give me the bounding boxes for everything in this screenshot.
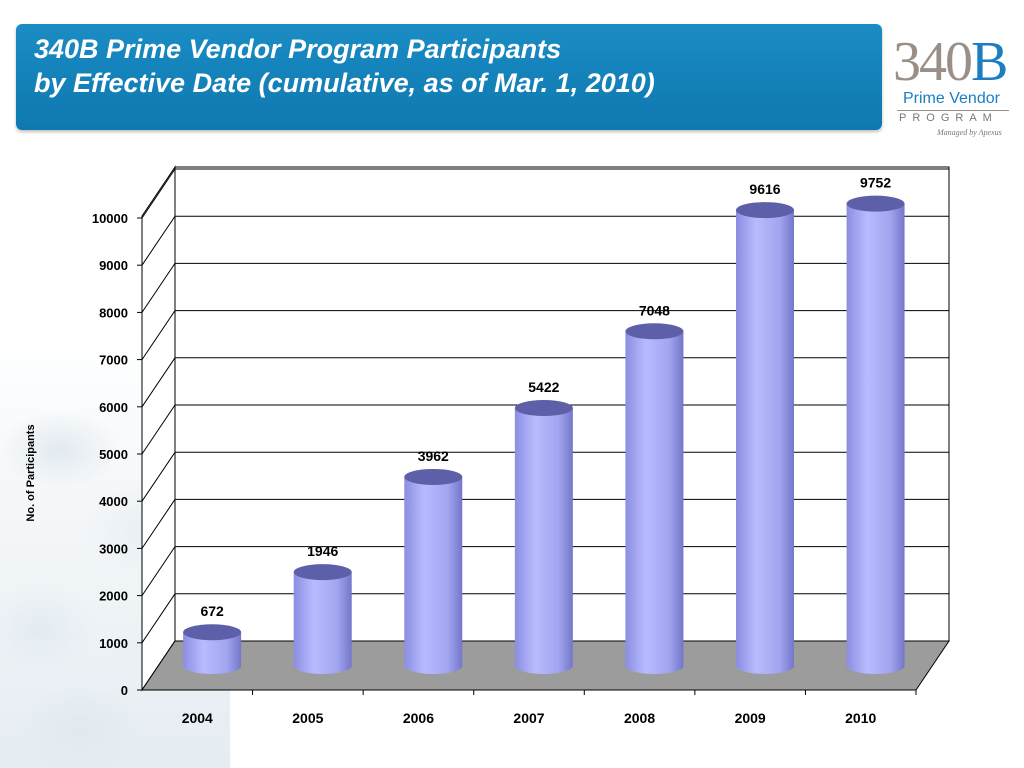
gridline bbox=[141, 310, 949, 360]
bar-top-2009 bbox=[735, 202, 794, 219]
y-tick-label: 7000 bbox=[99, 353, 128, 368]
gridline bbox=[141, 168, 949, 219]
x-tick-label: 2010 bbox=[845, 710, 876, 726]
x-tick-label: 2004 bbox=[182, 710, 213, 726]
x-tick-label: 2009 bbox=[735, 710, 766, 726]
data-label-2007: 5422 bbox=[528, 379, 559, 395]
gridline bbox=[141, 262, 949, 313]
gridline bbox=[141, 593, 949, 644]
x-tick-label: 2007 bbox=[513, 710, 544, 726]
y-tick-label: 5000 bbox=[99, 447, 128, 462]
bar-2010 bbox=[846, 203, 905, 674]
gridline bbox=[141, 546, 949, 596]
bar-top-2008 bbox=[625, 323, 684, 340]
y-tick-label: 4000 bbox=[99, 494, 128, 509]
y-tick-label: 6000 bbox=[99, 400, 128, 415]
y-tick-label: 3000 bbox=[99, 541, 128, 556]
bar-top-2004 bbox=[183, 624, 242, 641]
gridline bbox=[141, 404, 949, 455]
logo-number: 340 bbox=[893, 31, 973, 93]
bar-top-2006 bbox=[404, 468, 463, 485]
340b-logo: 340B Prime Vendor PROGRAM Managed by Ape… bbox=[893, 32, 1013, 142]
bar-2009 bbox=[735, 210, 794, 674]
bar-top-2010 bbox=[846, 195, 905, 212]
logo-letter: B bbox=[971, 31, 1008, 93]
y-tick-label: 1000 bbox=[99, 636, 128, 651]
y-tick-label: 10000 bbox=[92, 211, 128, 226]
logo-program: PROGRAM bbox=[899, 112, 998, 124]
bar-top-2007 bbox=[514, 400, 573, 417]
gridline bbox=[141, 357, 949, 408]
y-axis-label: No. of Participants bbox=[25, 424, 37, 521]
y-tick-label: 8000 bbox=[99, 305, 128, 320]
data-label-2008: 7048 bbox=[639, 302, 670, 318]
bar-2005 bbox=[293, 572, 352, 674]
y-tick-label: 9000 bbox=[99, 258, 128, 273]
logo-subtitle: Prime Vendor bbox=[903, 90, 1000, 107]
data-label-2009: 9616 bbox=[749, 181, 780, 197]
y-tick-label: 0 bbox=[121, 683, 128, 698]
logo-divider bbox=[897, 110, 1009, 111]
x-tick-label: 2008 bbox=[624, 710, 655, 726]
title-banner bbox=[16, 24, 882, 130]
gridline bbox=[141, 451, 949, 502]
gridline bbox=[141, 498, 949, 549]
x-tick-label: 2005 bbox=[292, 710, 323, 726]
data-label-2010: 9752 bbox=[860, 175, 891, 191]
logo-managed-by: Managed by Apexus bbox=[937, 128, 1002, 137]
data-label-2004: 672 bbox=[200, 603, 224, 619]
bar-2004 bbox=[183, 632, 242, 674]
data-label-2006: 3962 bbox=[418, 448, 449, 464]
data-label-2005: 1946 bbox=[307, 543, 338, 559]
bar-2006 bbox=[404, 476, 463, 674]
chart-title-line-2: by Effective Date (cumulative, as of Mar… bbox=[34, 68, 655, 98]
bar-2007 bbox=[514, 408, 573, 674]
bar-top-2005 bbox=[293, 564, 352, 581]
y-tick-label: 2000 bbox=[99, 589, 128, 604]
chart-side-wall bbox=[141, 165, 176, 692]
bar-2008 bbox=[625, 331, 684, 674]
x-tick-label: 2006 bbox=[403, 710, 434, 726]
chart-title-line-1: 340B Prime Vendor Program Participants bbox=[34, 34, 562, 64]
gridline bbox=[141, 215, 949, 266]
